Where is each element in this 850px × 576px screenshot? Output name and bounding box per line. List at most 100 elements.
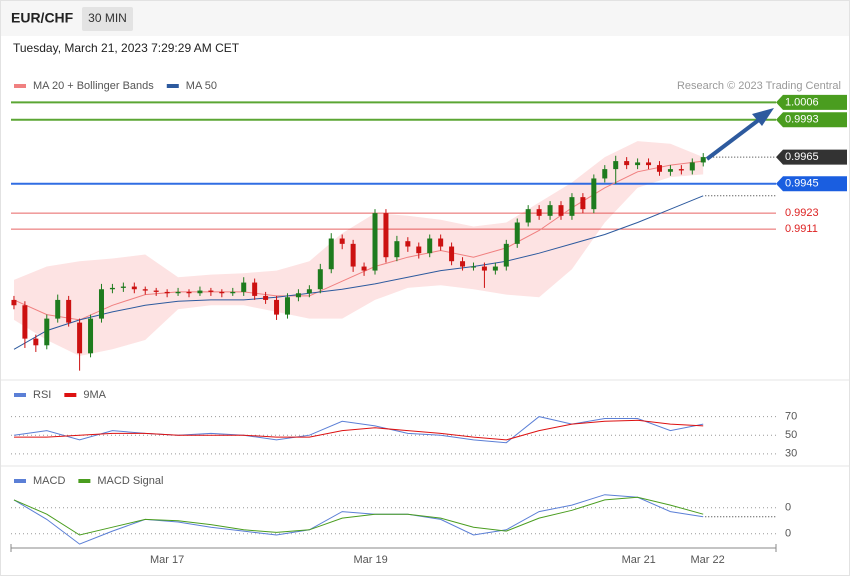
candle-body bbox=[263, 295, 269, 300]
series-line bbox=[13, 195, 704, 350]
series-line bbox=[13, 160, 704, 321]
legend-swatch bbox=[78, 479, 91, 483]
level-tag bbox=[776, 176, 847, 192]
candle-body bbox=[427, 238, 433, 254]
legend-swatch bbox=[14, 393, 26, 397]
candle-body bbox=[689, 162, 695, 171]
legend-label: RSI bbox=[33, 389, 51, 401]
candle-body bbox=[241, 282, 247, 292]
interval-badge bbox=[82, 7, 133, 31]
candle-body bbox=[558, 205, 564, 216]
candle-body bbox=[109, 287, 115, 290]
candle-body bbox=[624, 161, 630, 166]
level-label: 0.9945 bbox=[785, 178, 819, 190]
candle-body bbox=[460, 261, 466, 267]
legend-swatch bbox=[64, 393, 77, 397]
candle-body bbox=[492, 266, 498, 271]
trend-arrow bbox=[705, 114, 766, 161]
interval: 30 MIN bbox=[88, 11, 127, 25]
legend-swatch bbox=[166, 84, 179, 88]
candle-body bbox=[635, 162, 641, 166]
legend-label: MACD Signal bbox=[97, 475, 163, 487]
level-label: 0.9993 bbox=[785, 114, 819, 126]
candle-body bbox=[361, 266, 367, 271]
candle-body bbox=[208, 290, 214, 292]
candle-body bbox=[449, 246, 455, 262]
x-tick-label: Mar 17 bbox=[150, 554, 184, 566]
candle-body bbox=[55, 299, 61, 319]
candle-body bbox=[416, 246, 422, 254]
candle-body bbox=[284, 297, 290, 315]
bollinger-band bbox=[14, 141, 704, 356]
y-tick-label: 0 bbox=[785, 502, 791, 514]
x-tick-label: Mar 19 bbox=[354, 554, 388, 566]
candle-body bbox=[186, 291, 192, 294]
candle-body bbox=[77, 322, 83, 354]
candle-body bbox=[383, 213, 389, 258]
candle-body bbox=[667, 169, 673, 172]
candle-body bbox=[153, 290, 159, 292]
candle-body bbox=[372, 213, 378, 271]
candle-body bbox=[700, 157, 706, 163]
candle-body bbox=[11, 299, 17, 306]
candle-body bbox=[470, 266, 476, 268]
trend-arrow-head bbox=[752, 108, 774, 126]
candle-body bbox=[547, 205, 553, 216]
candle-body bbox=[438, 238, 444, 247]
legend-label: 9MA bbox=[83, 389, 106, 401]
candle-body bbox=[328, 238, 334, 270]
candle-body bbox=[646, 162, 652, 166]
y-tick-label: 0 bbox=[785, 528, 791, 540]
candle-body bbox=[656, 165, 662, 172]
date: Tuesday, March 21, 2023 7:29:29 AM CET bbox=[13, 41, 240, 55]
source: Research © 2023 Trading Central bbox=[677, 80, 841, 92]
candle-body bbox=[22, 305, 28, 339]
candle-body bbox=[591, 178, 597, 210]
candle-body bbox=[175, 291, 181, 294]
candle-body bbox=[350, 243, 356, 267]
candle-body bbox=[569, 197, 575, 216]
candle-body bbox=[230, 291, 236, 294]
candle-body bbox=[525, 209, 531, 223]
series-line bbox=[14, 419, 704, 441]
series-line bbox=[13, 496, 704, 536]
candle-body bbox=[678, 169, 684, 171]
legend-swatch bbox=[14, 479, 26, 483]
candle-body bbox=[394, 241, 400, 258]
candle-body bbox=[98, 289, 104, 319]
candle-body bbox=[219, 291, 225, 294]
candle-body bbox=[602, 169, 608, 179]
legend-swatch bbox=[14, 84, 26, 88]
candle-body bbox=[252, 282, 258, 296]
candle-body bbox=[317, 269, 323, 290]
candle-body bbox=[274, 299, 280, 315]
candle-body bbox=[164, 291, 170, 294]
candle-body bbox=[120, 286, 126, 288]
candle-body bbox=[197, 290, 203, 294]
x-tick-label: Mar 21 bbox=[622, 554, 656, 566]
candle-body bbox=[131, 286, 137, 290]
y-tick-label: 50 bbox=[785, 429, 797, 441]
level-label: 0.9965 bbox=[785, 151, 819, 163]
legend-label: MA 50 bbox=[186, 80, 217, 92]
level-tag bbox=[776, 112, 847, 128]
candle-body bbox=[514, 222, 520, 244]
candle-body bbox=[306, 289, 312, 294]
header-bar bbox=[1, 1, 849, 36]
candle-body bbox=[295, 293, 301, 298]
candle-body bbox=[33, 338, 39, 346]
level-tag bbox=[776, 149, 847, 165]
candle-body bbox=[481, 266, 487, 271]
candle-body bbox=[88, 318, 94, 354]
y-tick-label: 30 bbox=[785, 448, 797, 460]
y-tick-label: 70 bbox=[785, 411, 797, 423]
candle-body bbox=[536, 209, 542, 216]
legend-label: MACD bbox=[33, 475, 65, 487]
candle-body bbox=[613, 161, 619, 170]
series-line bbox=[13, 416, 704, 444]
series-line bbox=[13, 494, 704, 545]
level-label: 0.9923 bbox=[785, 207, 819, 219]
level-label: 0.9911 bbox=[785, 223, 818, 235]
candle-body bbox=[339, 238, 345, 244]
